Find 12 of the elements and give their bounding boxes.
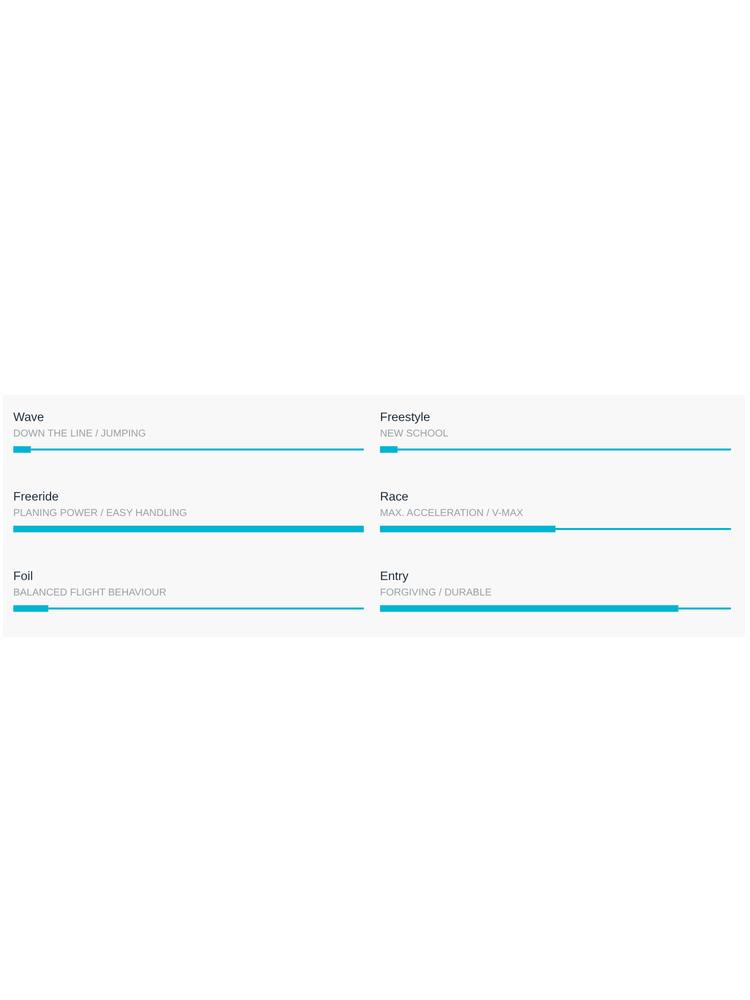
y-tick-label: Race — [380, 490, 409, 504]
y-tick-label: Wave — [13, 410, 44, 424]
annotation: BALANCED FLIGHT BEHAVIOUR — [13, 588, 166, 598]
annotation: NEW SCHOOL — [380, 428, 449, 440]
annotation: MAX. ACCELERATION / V-MAX — [380, 508, 524, 519]
y-tick-label: Freeride — [13, 490, 59, 504]
annotation: FORGIVING / DURABLE — [380, 588, 492, 598]
y-tick-label: Freestyle — [380, 410, 430, 424]
annotation: PLANING POWER / EASY HANDLING — [13, 508, 188, 519]
y-tick-label: Foil — [13, 569, 33, 583]
y-tick-label: Entry — [380, 569, 410, 583]
annotation: DOWN THE LINE / JUMPING — [13, 428, 146, 440]
